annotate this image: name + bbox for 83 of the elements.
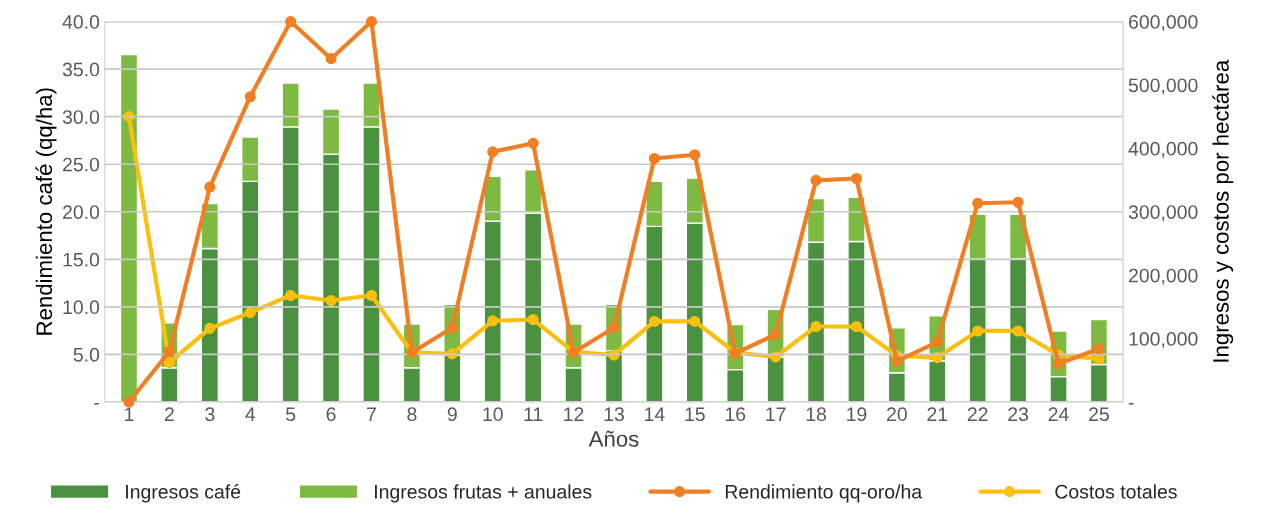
y2-axis-title: Ingresos y costos por hectárea: [1212, 59, 1234, 362]
y-tick-label: 20.0: [63, 205, 100, 220]
x-tick-label: 16: [725, 407, 746, 422]
legend-label: Rendimiento qq-oro/ha: [725, 484, 923, 503]
point: [163, 357, 175, 369]
x-tick-label: 13: [604, 407, 624, 422]
x-tick-label: 6: [326, 407, 336, 422]
x-tick-label: 10: [483, 407, 503, 422]
point: [325, 53, 337, 65]
point: [648, 152, 660, 165]
x-tick-label: 8: [407, 407, 417, 422]
point: [204, 181, 216, 193]
x-tick-label: 22: [967, 407, 988, 421]
x-axis-title: Años: [588, 430, 639, 447]
y-tick-label: 40.0: [62, 15, 100, 29]
legend-label: Ingresos frutas + anuales: [375, 484, 592, 503]
x-tick-label: 3: [205, 407, 215, 422]
y2-tick-label: 200,000: [1129, 268, 1198, 285]
x-tick-label: 11: [524, 407, 543, 421]
x-tick-label: 9: [447, 407, 457, 422]
point: [446, 322, 458, 334]
point: [244, 307, 256, 319]
x-tick-label: 18: [806, 407, 826, 422]
point: [1052, 358, 1065, 370]
point: [972, 325, 984, 337]
point: [365, 16, 378, 28]
point: [689, 315, 701, 327]
x-tick-label: 17: [766, 407, 786, 421]
x-tick-label: 4: [245, 407, 256, 421]
y2-tick-label: 500,000: [1128, 78, 1198, 95]
y2-tick-label: 600,000: [1129, 15, 1198, 32]
point: [810, 320, 822, 333]
y-tick-label: 25.0: [63, 157, 100, 172]
y2-tick-label: 100,000: [1129, 332, 1198, 349]
point: [487, 146, 499, 158]
y-tick-label: 15.0: [63, 252, 100, 267]
x-tick-label: 19: [847, 407, 867, 422]
point: [204, 322, 216, 334]
point: [1012, 325, 1024, 337]
y2-tick-label: -: [1128, 403, 1134, 405]
x-tick-label: 7: [367, 407, 376, 421]
point: [365, 289, 378, 302]
point: [891, 355, 903, 367]
point: [931, 352, 943, 364]
point: [285, 16, 297, 28]
y2-tick-label: 300,000: [1128, 205, 1198, 222]
point: [285, 289, 297, 302]
point: [850, 172, 863, 185]
point: [123, 396, 135, 408]
x-tick-label: 2: [164, 407, 174, 421]
y-tick-label: 35.0: [62, 62, 100, 77]
bar: [968, 258, 987, 402]
x-tick-label: 5: [286, 407, 296, 422]
x-tick-label: 25: [1089, 407, 1109, 422]
point: [325, 294, 337, 307]
y2-tick-label: 400,000: [1128, 141, 1198, 158]
bar: [119, 53, 139, 402]
point: [244, 91, 256, 103]
x-tick-label: 24: [1048, 407, 1069, 421]
y-tick-label: 5.0: [73, 347, 100, 362]
x-tick-label: 14: [645, 407, 665, 421]
point: [527, 137, 539, 149]
point: [972, 197, 984, 209]
x-tick-label: 21: [927, 407, 948, 421]
y-tick-label: 10.0: [63, 300, 100, 315]
x-tick-label: 15: [685, 407, 705, 422]
legend-label: Ingresos café: [126, 484, 241, 503]
x-tick-label: 12: [564, 407, 584, 421]
point: [810, 174, 822, 186]
x-tick-label: 23: [1008, 407, 1029, 422]
x-tick-label: 20: [887, 407, 907, 422]
point: [648, 315, 660, 327]
point: [689, 149, 701, 161]
point: [850, 320, 863, 333]
point: [527, 313, 539, 326]
bar: [1008, 257, 1028, 402]
point: [487, 315, 499, 327]
y-tick-label: -: [94, 403, 100, 405]
y-tick-label: 30.0: [62, 110, 100, 124]
legend-label: Costos totales: [1055, 484, 1177, 499]
y-axis-title: Rendimiento café (qq/ha): [35, 88, 57, 335]
x-tick-label: 1: [125, 407, 134, 421]
point: [1012, 196, 1024, 208]
